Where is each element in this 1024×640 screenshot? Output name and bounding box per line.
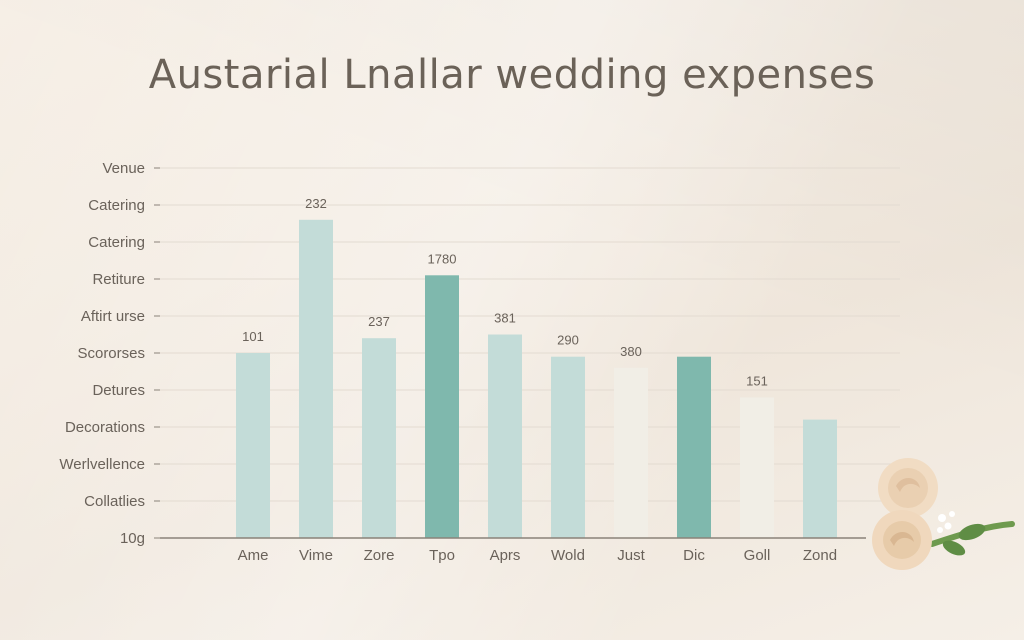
x-tick-label: Dic: [683, 547, 705, 564]
data-label: 381: [494, 311, 516, 326]
y-tick-label: Detures: [92, 382, 145, 399]
data-label: 380: [620, 344, 642, 359]
data-label: 290: [557, 333, 579, 348]
x-tick-label: Wold: [551, 547, 585, 564]
y-tick-label: Catering: [88, 234, 145, 251]
bar-wold: [551, 356, 585, 538]
y-tick-label: Decorations: [65, 419, 145, 436]
x-tick-label: Ame: [238, 547, 269, 564]
data-label: 1780: [428, 251, 457, 266]
y-tick-label: Collatlies: [84, 493, 145, 510]
data-label: 232: [305, 196, 327, 211]
bar-goll: [740, 397, 774, 538]
bar-vime: [299, 219, 333, 539]
y-tick-label: Catering: [88, 197, 145, 214]
y-tick-label: Retiture: [92, 271, 145, 288]
x-tick-label: Zond: [803, 547, 837, 564]
bar-ame: [236, 353, 270, 538]
x-tick-label: Aprs: [490, 547, 521, 564]
x-axis-labels: Ame Vime Zore Tpo Aprs Wold Just Dic Goll Zond: [238, 547, 838, 564]
bars: [236, 219, 837, 539]
x-tick-label: Vime: [299, 547, 333, 564]
y-axis-ticks: 10g Collatlies Werlvellence Decorations Detu…: [59, 160, 160, 547]
x-tick-label: Zore: [364, 547, 395, 564]
y-tick-label: Venue: [102, 160, 145, 177]
bar-aprs: [488, 334, 522, 538]
y-tick-label: Aftirt urse: [81, 308, 145, 325]
bar-zond: [803, 419, 837, 538]
rose-bouquet-decoration: [872, 458, 1015, 570]
x-tick-label: Tpo: [429, 547, 455, 564]
y-tick-label: 10g: [120, 530, 145, 547]
x-tick-label: Just: [617, 547, 645, 564]
bar-tpo: [425, 275, 459, 538]
bar-just: [614, 367, 648, 538]
data-label: 101: [242, 329, 264, 344]
data-label: 237: [368, 314, 390, 329]
data-labels: 101 232 237 1780 381 290 380 151: [242, 196, 768, 389]
grid-lines: [160, 167, 900, 502]
x-tick-label: Goll: [744, 547, 771, 564]
y-tick-label: Scororses: [77, 345, 145, 362]
data-label: 151: [746, 373, 768, 388]
chart-title: Austarial Lnallar wedding expenses: [148, 52, 876, 98]
y-tick-label: Werlvellence: [59, 456, 145, 473]
bar-zore: [362, 338, 396, 538]
bar-dic: [677, 356, 711, 538]
